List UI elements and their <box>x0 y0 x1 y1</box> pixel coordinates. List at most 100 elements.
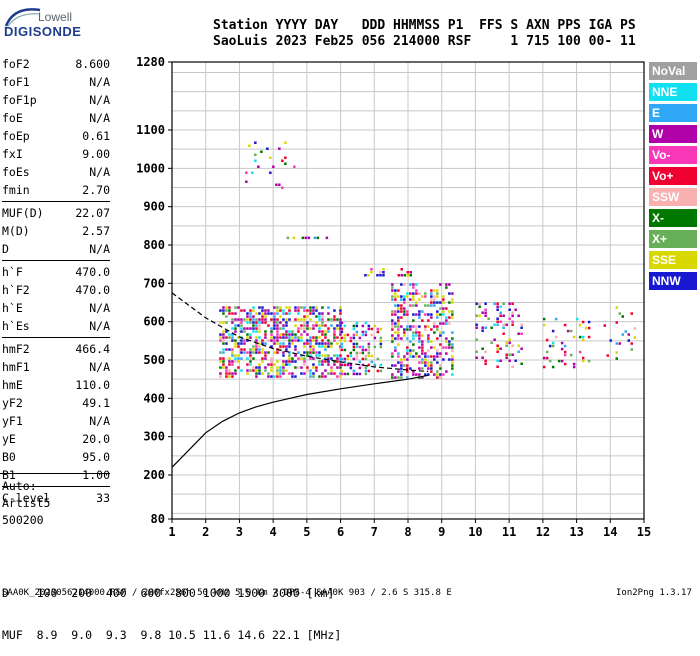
echo-point <box>339 345 342 348</box>
echo-point <box>264 357 267 360</box>
echo-point <box>234 360 237 363</box>
echo-point <box>403 298 406 301</box>
param-name: h`Es <box>2 319 30 333</box>
echo-point <box>436 376 439 379</box>
echo-point <box>406 274 409 277</box>
echo-point <box>427 355 430 358</box>
echo-point <box>258 321 261 324</box>
echo-point <box>240 342 243 345</box>
echo-point <box>406 358 409 361</box>
echo-point <box>409 340 412 343</box>
echo-point <box>240 351 243 354</box>
echo-point <box>246 339 249 342</box>
echo-point <box>222 342 225 345</box>
echo-point <box>421 361 424 364</box>
echo-point <box>415 283 418 286</box>
echo-point <box>333 315 336 318</box>
echo-point <box>415 352 418 355</box>
echo-point <box>279 306 282 309</box>
autoscaling-info: Auto: Artist5 500200 <box>2 478 50 529</box>
echo-point <box>578 335 582 339</box>
echo-point <box>563 362 567 366</box>
echo-point <box>542 365 546 369</box>
echo-point <box>324 345 327 348</box>
echo-point <box>264 309 267 312</box>
echo-point <box>294 360 297 363</box>
echo-point <box>219 372 222 375</box>
echo-point <box>508 341 511 344</box>
echo-point <box>261 360 264 363</box>
echo-point <box>391 313 394 316</box>
echo-point <box>394 376 397 379</box>
divider <box>0 473 110 474</box>
echo-point <box>481 311 484 314</box>
echo-point <box>273 375 276 378</box>
echo-point <box>364 321 368 325</box>
echo-point <box>397 274 400 277</box>
echo-point <box>442 331 445 334</box>
echo-point <box>321 375 324 378</box>
echo-point <box>394 325 397 328</box>
echo-point <box>297 312 300 315</box>
echo-point <box>273 351 276 354</box>
echo-point <box>258 306 261 309</box>
echo-point <box>309 351 312 354</box>
echo-point <box>219 375 222 378</box>
echo-point <box>615 351 618 354</box>
echo-point <box>231 372 234 375</box>
echo-point <box>397 310 400 313</box>
echo-point <box>403 307 406 310</box>
auto-version: 500200 <box>2 513 44 527</box>
echo-point <box>505 341 508 344</box>
echo-point <box>243 330 246 333</box>
echo-point <box>281 159 284 162</box>
echo-point <box>234 369 237 372</box>
echo-point <box>219 351 222 354</box>
echo-point <box>566 329 570 333</box>
echo-point <box>403 313 406 316</box>
echo-point <box>445 337 448 340</box>
echo-point <box>315 324 318 327</box>
echo-point <box>433 304 436 307</box>
echo-point <box>451 337 454 340</box>
y-tick-label: 900 <box>143 200 165 214</box>
echo-point <box>261 309 264 312</box>
echo-point <box>264 354 267 357</box>
legend-item: NNE <box>649 83 697 101</box>
echo-point <box>327 330 330 333</box>
echo-point <box>415 313 418 316</box>
echo-point <box>339 324 342 327</box>
echo-point <box>445 283 448 286</box>
echo-point <box>261 348 264 351</box>
echo-point <box>442 346 445 349</box>
echo-point <box>318 318 321 321</box>
param-value: 22.07 <box>75 206 110 220</box>
echo-point <box>367 351 371 355</box>
echo-point <box>270 369 273 372</box>
echo-point <box>291 357 294 360</box>
logo-lowell: Lowell <box>38 10 73 24</box>
echo-point <box>409 274 412 277</box>
echo-point <box>430 289 433 292</box>
echo-point <box>339 372 342 375</box>
echo-point <box>294 348 297 351</box>
echo-point <box>288 333 291 336</box>
legend-item: W <box>649 125 697 143</box>
echo-point <box>257 165 260 168</box>
echo-point <box>412 295 415 298</box>
param-row: yF1 N/A <box>2 412 110 430</box>
echo-point <box>355 372 359 376</box>
axes: 1 2 3 4 5 6 7 8 9 10 11 12 13 14 158020030040050060070… <box>136 55 651 539</box>
echo-point <box>587 335 591 339</box>
echo-point <box>511 353 514 356</box>
echo-point <box>442 313 445 316</box>
echo-point <box>448 340 451 343</box>
echo-point <box>400 316 403 319</box>
echo-point <box>261 315 264 318</box>
echo-point <box>285 363 288 366</box>
param-name: foE <box>2 111 23 125</box>
param-value: 470.0 <box>75 265 110 279</box>
echo-point <box>228 336 231 339</box>
echo-point <box>318 324 321 327</box>
echo-point <box>418 331 421 334</box>
